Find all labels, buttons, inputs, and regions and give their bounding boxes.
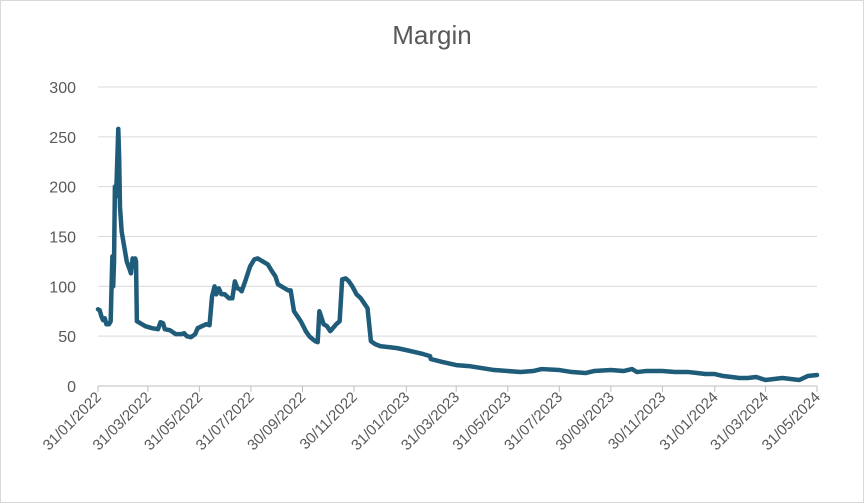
y-tick-label: 200 (49, 180, 76, 197)
margin-series-line (95, 126, 820, 383)
y-tick-label: 100 (49, 279, 76, 296)
y-tick-label: 150 (49, 230, 76, 247)
y-tick-label: 250 (49, 130, 76, 147)
chart-title: Margin (392, 20, 472, 50)
y-tick-label: 50 (58, 329, 76, 346)
y-tick-label: 300 (49, 80, 76, 97)
y-tick-label: 0 (67, 379, 76, 396)
